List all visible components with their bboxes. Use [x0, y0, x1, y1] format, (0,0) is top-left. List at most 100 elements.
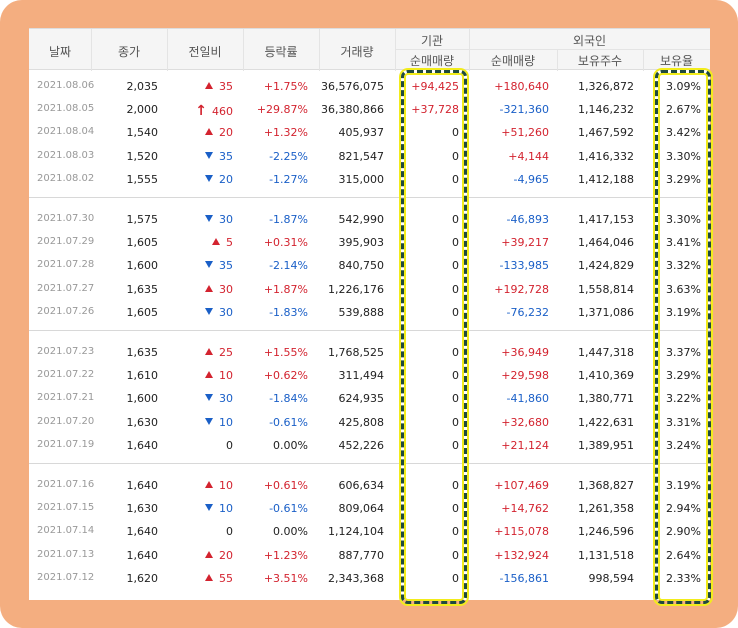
- cell-volume: 36,576,075: [321, 80, 384, 93]
- cell-institution-net: 0: [452, 149, 459, 163]
- change-value: 20: [219, 548, 233, 562]
- cell-date: 2021.07.15: [37, 502, 95, 514]
- cell-institution-net: 0: [452, 369, 459, 383]
- cell-foreign-ratio: 3.31%: [666, 415, 701, 429]
- table-row: 2021.07.12 1,620 55 +3.51% 2,343,368 0 -156,86…: [29, 568, 710, 591]
- cell-date: 2021.07.26: [37, 305, 95, 317]
- cell-foreign-ratio: 3.30%: [666, 213, 701, 226]
- change-value: 35: [219, 149, 233, 163]
- cell-foreign-holdings: 1,261,358: [578, 502, 634, 516]
- down-triangle-icon: [205, 261, 213, 269]
- cell-close: 1,520: [126, 149, 159, 163]
- cell-volume: 395,903: [338, 236, 385, 250]
- cell-close: 1,635: [126, 282, 159, 296]
- table-row: 2021.07.23 1,635 25 +1.55% 1,768,525 0 +36,949…: [29, 342, 710, 365]
- cell-volume: 1,226,176: [328, 282, 384, 296]
- down-triangle-icon: [205, 394, 213, 402]
- cell-rate: +0.61%: [263, 479, 308, 492]
- cell-close: 1,600: [126, 259, 159, 273]
- cell-date: 2021.07.21: [37, 392, 95, 404]
- change-value: 55: [219, 571, 233, 585]
- cell-rate: +1.32%: [263, 126, 308, 140]
- header-foreign-ratio: 보유율: [659, 54, 694, 68]
- up-triangle-icon: [205, 573, 213, 581]
- cell-foreign-holdings: 1,146,232: [578, 103, 634, 117]
- cell-volume: 311,494: [338, 369, 385, 383]
- cell-close: 1,620: [126, 571, 159, 585]
- cell-date: 2021.08.06: [37, 80, 95, 91]
- up-triangle-icon: [205, 82, 213, 89]
- change-value: 10: [219, 502, 233, 516]
- down-triangle-icon: [205, 151, 213, 159]
- cell-foreign-holdings: 1,326,872: [578, 80, 634, 93]
- table-row: 2021.07.14 1,640 0 0.00% 1,124,104 0 +115,078 1…: [29, 521, 710, 544]
- cell-close: 1,605: [126, 236, 159, 250]
- cell-foreign-ratio: 3.09%: [666, 80, 701, 93]
- cell-institution-net: 0: [452, 479, 459, 492]
- cell-foreign-net: +107,469: [494, 479, 549, 492]
- cell-change: 5: [212, 236, 233, 249]
- group-separator: [29, 463, 710, 464]
- cell-change: 0: [226, 439, 233, 452]
- cell-date: 2021.07.19: [37, 438, 95, 450]
- highlight-institution-column: [401, 70, 467, 604]
- change-value: 20: [219, 172, 233, 186]
- cell-volume: 606,634: [338, 479, 385, 492]
- cell-institution-net: 0: [452, 548, 459, 562]
- cell-close: 1,555: [126, 172, 159, 186]
- cell-rate: +1.75%: [263, 80, 308, 93]
- cell-close: 2,035: [126, 80, 159, 93]
- cell-change: 10: [205, 369, 233, 382]
- cell-institution-net: 0: [452, 126, 459, 140]
- cell-institution-net: 0: [452, 346, 459, 359]
- cell-foreign-ratio: 3.30%: [666, 149, 701, 163]
- cell-close: 1,640: [126, 479, 159, 492]
- down-triangle-icon: [205, 504, 213, 512]
- cell-foreign-ratio: 2.90%: [666, 525, 701, 539]
- cell-change: 30: [205, 306, 233, 319]
- cell-change: 30: [205, 213, 233, 226]
- cell-date: 2021.07.14: [37, 525, 95, 537]
- upper-limit-arrow-icon: ↑: [195, 103, 207, 120]
- cell-foreign-ratio: 3.29%: [666, 172, 701, 186]
- cell-date: 2021.08.03: [37, 149, 95, 161]
- cell-foreign-net: +192,728: [494, 282, 549, 296]
- cell-foreign-net: +14,762: [501, 502, 549, 516]
- cell-foreign-holdings: 1,424,829: [578, 259, 634, 273]
- cell-volume: 452,226: [338, 438, 385, 452]
- change-value: 10: [219, 369, 233, 383]
- cell-institution-net: 0: [452, 236, 459, 250]
- cell-rate: +0.62%: [263, 369, 308, 383]
- change-value: 10: [219, 415, 233, 429]
- cell-change: 20: [205, 549, 233, 562]
- table-header: 날짜 종가 전일비 등락률 거래량 기관 순매매량 외국인 순매매량 보유주수 …: [29, 28, 710, 71]
- change-value: 20: [219, 126, 233, 140]
- table-row: 2021.07.13 1,640 20 +1.23% 887,770 0 +132,924 1…: [29, 545, 710, 568]
- cell-foreign-net: -4,965: [513, 172, 549, 186]
- cell-foreign-holdings: 1,447,318: [578, 346, 634, 359]
- header-date: 날짜: [48, 45, 72, 59]
- cell-institution-net: 0: [452, 502, 459, 516]
- change-value: 460: [212, 105, 233, 119]
- cell-institution-net: 0: [452, 172, 459, 186]
- cell-institution-net: 0: [452, 525, 459, 539]
- cell-close: 1,605: [126, 305, 159, 319]
- cell-date: 2021.07.16: [37, 479, 95, 490]
- table-row: 2021.07.21 1,600 30 -1.84% 624,935 0 -41,860 1,…: [29, 388, 710, 411]
- cell-institution-net: 0: [452, 259, 459, 273]
- cell-institution-net: 0: [452, 305, 459, 319]
- cell-foreign-holdings: 1,416,332: [578, 149, 634, 163]
- up-triangle-icon: [205, 128, 213, 136]
- cell-date: 2021.08.05: [37, 103, 95, 115]
- table-row: 2021.07.16 1,640 10 +0.61% 606,634 0 +107,469 1…: [29, 475, 710, 498]
- cell-rate: -1.87%: [269, 213, 308, 226]
- cell-foreign-net: -133,985: [499, 259, 549, 273]
- cell-volume: 425,808: [338, 415, 385, 429]
- cell-foreign-holdings: 1,410,369: [578, 369, 634, 383]
- cell-date: 2021.07.13: [37, 548, 95, 560]
- header-rate: 등락률: [264, 45, 298, 59]
- cell-foreign-holdings: 1,368,827: [578, 479, 634, 492]
- cell-rate: 0.00%: [273, 438, 308, 452]
- change-value: 0: [226, 438, 233, 452]
- cell-foreign-net: +29,598: [501, 369, 549, 383]
